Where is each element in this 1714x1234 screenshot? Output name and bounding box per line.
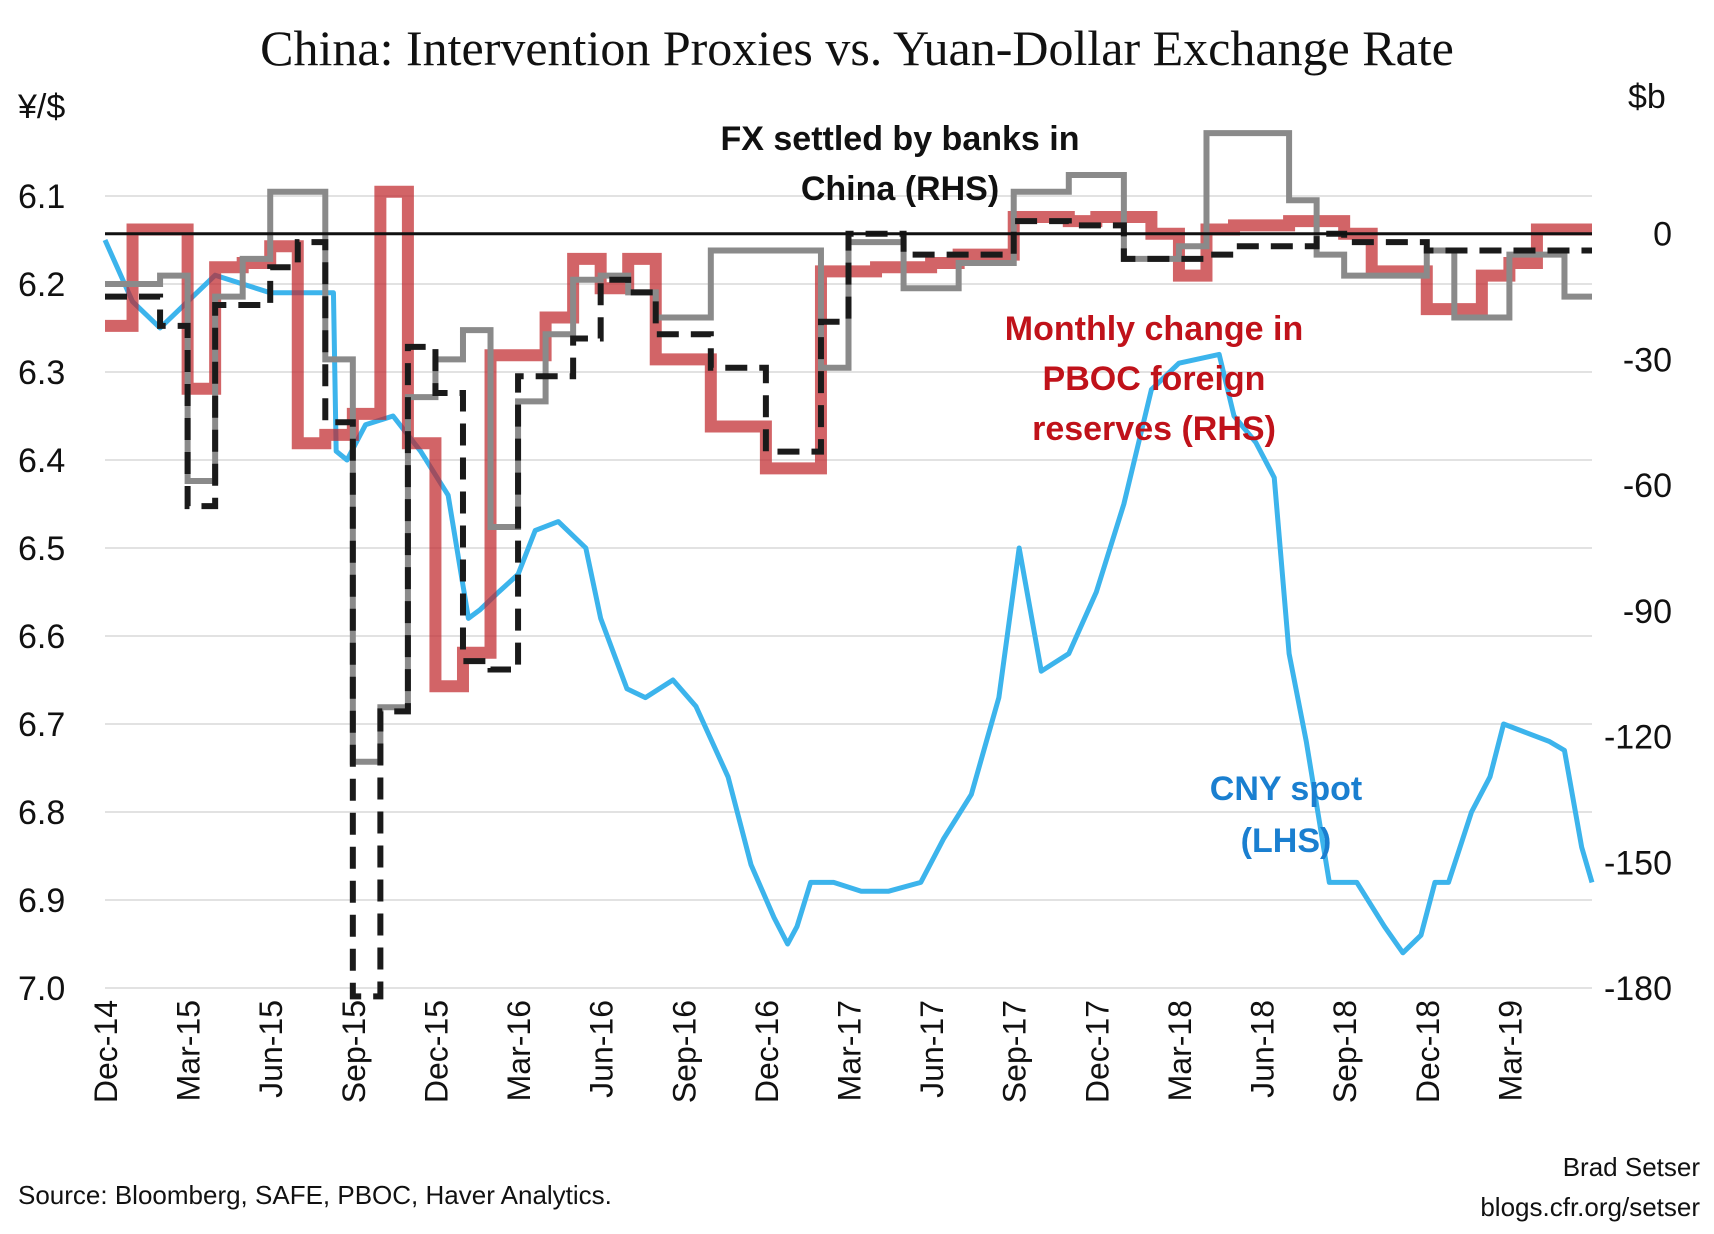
left-tick-label: 6.3: [18, 354, 65, 392]
left-axis-unit: ¥/$: [17, 88, 65, 126]
right-axis: $b 0 -30 -60 -90 -120 -150 -180: [1604, 78, 1672, 1008]
x-tick-label: Jun-15: [253, 1000, 289, 1098]
annotation-cny-line-1: CNY spot: [1210, 770, 1362, 808]
left-tick-label: 6.2: [18, 266, 65, 304]
right-tick-label: 0: [1653, 216, 1672, 254]
source-note: Source: Bloomberg, SAFE, PBOC, Haver Ana…: [18, 1180, 612, 1210]
series-fx-settled-gray: [105, 130, 1592, 765]
right-tick-label: -180: [1604, 970, 1672, 1008]
right-tick-label: -120: [1604, 719, 1672, 757]
x-tick-label: Sep-16: [666, 1000, 702, 1103]
left-tick-label: 6.6: [18, 618, 65, 656]
annotation-cny: CNY spot (LHS): [1210, 770, 1362, 860]
right-tick-label: -150: [1604, 844, 1672, 882]
x-tick-label: Jun-17: [914, 1000, 950, 1098]
x-tick-label: Sep-17: [997, 1000, 1033, 1103]
left-tick-label: 7.0: [18, 970, 65, 1008]
left-tick-label: 6.8: [18, 794, 65, 832]
annotation-reserves: Monthly change in PBOC foreign reserves …: [1005, 310, 1303, 448]
series: [102, 130, 1595, 1000]
annotation-fx-line-1: FX settled by banks in: [721, 120, 1080, 158]
series-fx-settled-dashed: [105, 218, 1592, 1000]
right-tick-label: -90: [1623, 593, 1672, 631]
right-axis-unit: $b: [1628, 78, 1666, 116]
left-tick-label: 6.7: [18, 706, 65, 744]
x-tick-label: Dec-14: [88, 1000, 124, 1103]
left-tick-label: 6.1: [18, 178, 65, 216]
x-tick-label: Dec-15: [418, 1000, 454, 1103]
annotation-fx-settled: FX settled by banks in China (RHS): [721, 120, 1080, 208]
x-tick-label: Sep-18: [1327, 1000, 1363, 1103]
right-tick-label: -30: [1623, 341, 1672, 379]
author-site: blogs.cfr.org/setser: [1480, 1192, 1700, 1222]
series-pboc-reserves: [105, 185, 1592, 693]
x-axis: Dec-14 Mar-15 Jun-15 Sep-15 Dec-15 Mar-16 Jun-…: [88, 1000, 1528, 1103]
left-tick-label: 6.5: [18, 530, 65, 568]
annotation-reserves-line-3: reserves (RHS): [1032, 410, 1276, 448]
x-tick-label: Sep-15: [336, 1000, 372, 1103]
x-tick-label: Dec-18: [1410, 1000, 1446, 1103]
x-tick-label: Jun-18: [1245, 1000, 1281, 1098]
x-tick-label: Mar-19: [1492, 1000, 1528, 1101]
x-tick-label: Mar-16: [501, 1000, 537, 1101]
author-name: Brad Setser: [1563, 1152, 1701, 1182]
annotation-reserves-line-2: PBOC foreign: [1043, 360, 1266, 398]
x-tick-label: Mar-18: [1162, 1000, 1198, 1101]
x-tick-label: Dec-17: [1079, 1000, 1115, 1103]
left-axis: ¥/$ 6.1 6.2 6.3 6.4 6.5 6.6 6.7 6.8 6.9 7.0: [17, 88, 65, 1008]
annotation-reserves-line-1: Monthly change in: [1005, 310, 1303, 348]
series-cny-spot: [102, 238, 1595, 956]
x-tick-label: Jun-16: [584, 1000, 620, 1098]
left-tick-label: 6.9: [18, 882, 65, 920]
annotation-cny-line-2: (LHS): [1241, 822, 1332, 860]
annotation-fx-line-2: China (RHS): [801, 170, 999, 208]
x-tick-label: Mar-17: [832, 1000, 868, 1101]
annotations: FX settled by banks in China (RHS) Month…: [721, 120, 1363, 860]
x-tick-label: Mar-15: [171, 1000, 207, 1101]
x-tick-label: Dec-16: [749, 1000, 785, 1103]
right-tick-label: -60: [1623, 467, 1672, 505]
left-tick-label: 6.4: [18, 442, 65, 480]
chart-title: China: Intervention Proxies vs. Yuan-Dol…: [260, 20, 1454, 76]
